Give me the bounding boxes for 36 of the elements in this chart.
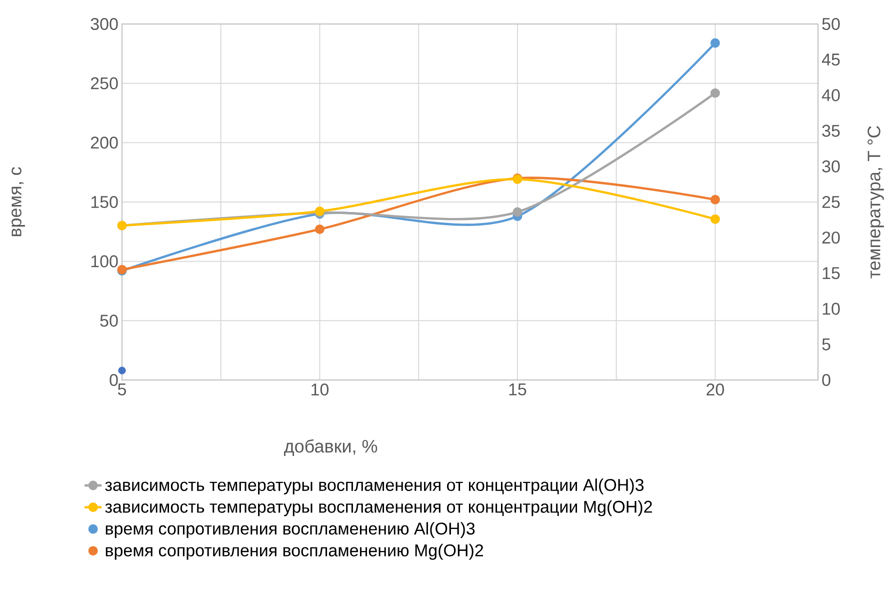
- y2-axis-title: температура, T °C: [868, 126, 884, 278]
- y-tick-label: 50: [100, 314, 118, 327]
- x-axis-title: добавки, %: [284, 439, 378, 456]
- y-tick-label: 300: [90, 18, 118, 30]
- point: [118, 366, 126, 374]
- x-tick-label: 20: [706, 384, 724, 396]
- y-axis-title: время, с: [12, 167, 26, 236]
- y2-tick-label: 5: [822, 338, 830, 350]
- y2-tick-label: 35: [822, 124, 840, 137]
- legend-label: время сопротивления воспламенению Al(OH)3: [106, 522, 475, 538]
- x-tick-label: 5: [118, 384, 126, 396]
- y2-tick-label: 50: [822, 18, 840, 30]
- point: [710, 194, 720, 204]
- legend-label: зависимость температуры воспламенения от концентрации Mg(OH)2: [105, 500, 652, 516]
- y2-tick-label: 15: [822, 267, 840, 280]
- y-tick-label: 0: [110, 374, 118, 386]
- y2-tick-label: 20: [822, 232, 840, 244]
- point: [710, 38, 720, 48]
- legend-label: зависимость температуры воспламенения от концентрации Al(OH)3: [105, 478, 644, 494]
- y2-tick-label: 45: [822, 54, 840, 66]
- point: [314, 224, 324, 234]
- y2-tick-label: 40: [822, 89, 840, 102]
- x-tick-label: 15: [509, 384, 526, 396]
- point: [710, 88, 720, 98]
- y2-tick-label: 30: [822, 160, 840, 172]
- point: [512, 207, 522, 217]
- y2-tick-label: 25: [822, 196, 840, 208]
- y-tick-label: 100: [91, 255, 118, 268]
- point: [710, 214, 720, 224]
- y-tick-label: 150: [91, 196, 118, 208]
- y2-tick-label: 10: [822, 302, 840, 315]
- y-tick-label: 200: [90, 136, 118, 149]
- legend-label: время сопротивления воспламенению Mg(OH)2: [106, 544, 484, 560]
- y-tick-label: 250: [90, 77, 118, 90]
- x-tick-label: 10: [312, 384, 329, 396]
- y2-tick-label: 0: [822, 374, 830, 386]
